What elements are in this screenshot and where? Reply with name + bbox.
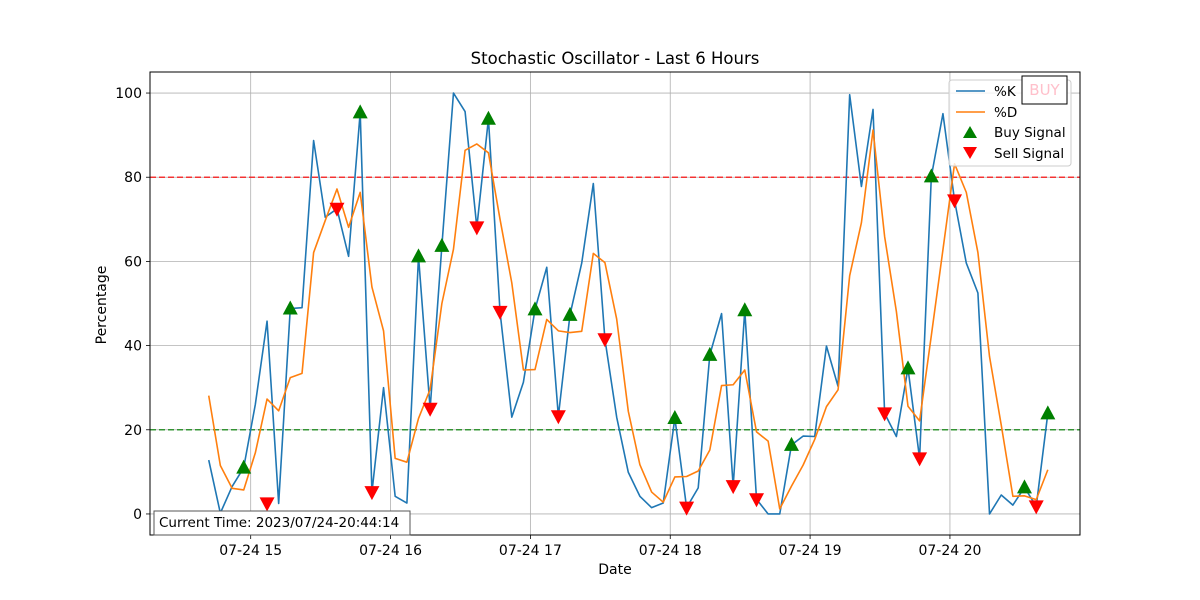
y-axis-label: Percentage — [94, 266, 110, 345]
y-tick-label: 0 — [133, 507, 142, 523]
buy-signal-marker — [480, 110, 496, 125]
d-line — [207, 129, 1049, 510]
buy-signal-marker — [236, 459, 252, 474]
y-tick-label: 40 — [124, 339, 142, 355]
x-axis-ticks: 07-24 15 07-24 16 07-24 17 07-24 18 07-24 19… — [219, 535, 981, 559]
buy-signal-marker — [667, 409, 683, 424]
x-axis-label: Date — [598, 562, 631, 578]
sell-signal-marker — [329, 202, 345, 217]
signal-indicator: BUY — [1021, 75, 1068, 105]
buy-signal-marker — [702, 346, 718, 361]
x-tick-label: 07-24 16 — [359, 543, 422, 559]
signal-indicator-box — [1021, 75, 1068, 105]
sell-signal-marker — [492, 305, 508, 320]
sell-signal-marker — [1028, 500, 1044, 515]
buy-signal-marker — [352, 104, 368, 119]
buy-signal-marker — [562, 306, 578, 321]
signal-indicator-text: BUY — [1029, 81, 1060, 99]
legend-k-label: %K — [994, 84, 1017, 100]
buy-signal-marker — [1016, 479, 1032, 494]
y-tick-label: 20 — [124, 423, 142, 439]
sell-signal-marker — [422, 402, 438, 417]
legend-sell-label: Sell Signal — [994, 146, 1064, 162]
current-time-box — [153, 510, 411, 536]
plot-area — [150, 72, 1080, 535]
y-tick-label: 60 — [124, 254, 142, 270]
legend-buy-label: Buy Signal — [994, 125, 1066, 141]
buy-signal-marker — [923, 168, 939, 183]
buy-signal-marker — [527, 301, 543, 316]
buy-signal-marker — [737, 302, 753, 317]
x-tick-label: 07-24 17 — [499, 543, 562, 559]
buy-signal-marker — [434, 237, 450, 252]
sell-signal-marker — [550, 410, 566, 425]
plot-frame — [149, 71, 1081, 536]
legend-sell-swatch — [963, 147, 977, 159]
sell-signal-marker — [679, 501, 695, 516]
x-tick-label: 07-24 15 — [219, 543, 282, 559]
sell-signal-marker — [469, 221, 485, 236]
y-axis-ticks: 0 20 40 60 80 100 — [115, 86, 150, 523]
sell-signal-marker — [912, 452, 928, 467]
buy-signal-marker — [900, 360, 916, 375]
buy-signal-marker — [783, 436, 799, 451]
legend-buy-swatch — [963, 126, 977, 138]
y-tick-label: 80 — [124, 170, 142, 186]
sell-signal-marker — [364, 486, 380, 501]
sell-signal-marker — [947, 194, 963, 209]
sell-signal-marker — [597, 333, 613, 348]
x-tick-label: 07-24 18 — [639, 543, 702, 559]
sell-signal-marker — [749, 493, 765, 508]
y-tick-label: 100 — [115, 86, 142, 102]
x-tick-label: 07-24 20 — [918, 543, 981, 559]
current-time-annotation: Current Time: 2023/07/24-20:44:14 — [153, 510, 411, 536]
sell-signal-marker — [259, 497, 275, 512]
buy-signal-marker — [1040, 405, 1056, 420]
buy-signal-marker — [282, 300, 298, 315]
sell-signal-marker — [877, 407, 893, 422]
x-tick-label: 07-24 19 — [779, 543, 842, 559]
chart-title: Stochastic Oscillator - Last 6 Hours — [471, 49, 760, 68]
legend-d-label: %D — [994, 105, 1017, 121]
buy-signal-marker — [411, 248, 427, 263]
signal-markers — [236, 104, 1056, 516]
sell-signal-marker — [725, 480, 741, 495]
threshold-lines — [150, 176, 1080, 431]
current-time-text: Current Time: 2023/07/24-20:44:14 — [159, 515, 399, 531]
